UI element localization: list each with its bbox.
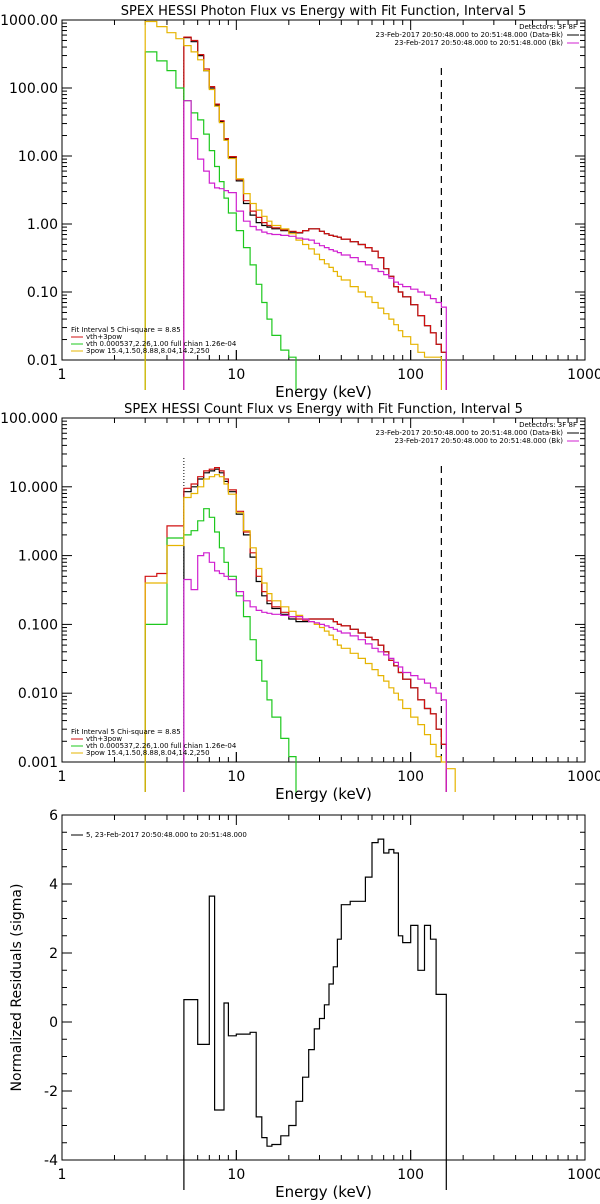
chart-2-x-tick-label: 1000 (567, 769, 600, 785)
chart-1-y-tick-label: 0.10 (27, 285, 58, 301)
chart-2-y-tick-label: 0.100 (18, 617, 58, 633)
chart-3-y-tick-label: 0 (49, 1015, 58, 1031)
chart-1-header-line1: 23-Feb-2017 20:50:48.000 to 20:51:48.000… (376, 31, 564, 39)
chart-2-y-tick-label: 0.001 (18, 755, 58, 771)
chart-1-legend-item: vth 0.000537,2.26,1.00 full chian 1.26e-… (86, 340, 237, 348)
chart-3-x-tick-label: 100 (397, 1167, 424, 1183)
chart-1-series-3pow (144, 20, 442, 390)
chart-2-legend-item: 3pow 15.4,1.50,8.88,8.04,14.2,250 (86, 749, 210, 757)
chart-1-x-tick-label: 10 (227, 367, 245, 383)
chart-1-x-tick-label: 1000 (567, 367, 600, 383)
chart-2-header-detectors: Detectors: 3F 8F (519, 421, 577, 429)
chart-1-y-tick-label: 100.00 (9, 81, 58, 97)
chart-1-frame (61, 19, 586, 361)
chart-2-x-tick-label: 1 (58, 769, 67, 785)
chart-2-x-axis-label: Energy (keV) (275, 785, 372, 803)
chart-1-x-tick-label: 100 (397, 367, 424, 383)
chart-2-series-vth-3pow (144, 467, 447, 792)
chart-1-legend-item: vth+3pow (86, 333, 122, 341)
chart-1-header-detectors: Detectors: 3F 8F (519, 23, 577, 31)
chart-2-series-vth (144, 508, 297, 792)
chart-3-y-axis-label: Normalized Residuals (sigma) (9, 884, 25, 1092)
chart-1-legend-item: 3pow 15.4,1.50,8.88,8.04,14.2,250 (86, 347, 210, 355)
chart-3-x-tick-label: 1 (58, 1167, 67, 1183)
chart-2-header-line2: 23-Feb-2017 20:50:48.000 to 20:51:48.000… (395, 437, 564, 445)
chart-1-y-tick-label: 1000.00 (0, 13, 58, 29)
chart-3-x-tick-label: 1000 (567, 1167, 600, 1183)
chart-3-x-tick-label: 10 (227, 1167, 245, 1183)
chart-1-series-background (183, 100, 447, 390)
chart-3-frame (61, 814, 586, 1161)
chart-1-y-tick-label: 0.01 (27, 353, 58, 369)
chart-2-x-tick-label: 100 (397, 769, 424, 785)
chart-3-y-tick-label: 4 (49, 877, 58, 893)
chart-2-y-tick-label: 1.000 (18, 549, 58, 565)
chart-3-y-tick-label: 6 (49, 808, 58, 824)
chart-3-y-tick-label: 2 (49, 946, 58, 962)
chart-1-x-tick-label: 1 (58, 367, 67, 383)
chart-1-legend-title: Fit Interval 5 Chi-square = 8.85 (71, 326, 181, 334)
chart-2-y-tick-label: 0.010 (18, 686, 58, 702)
chart-2-legend-title: Fit Interval 5 Chi-square = 8.85 (71, 728, 181, 736)
chart-3-x-axis-label: Energy (keV) (275, 1183, 372, 1200)
chart-2-frame (61, 417, 586, 763)
chart-1-x-axis-label: Energy (keV) (275, 383, 372, 401)
chart-1-title: SPEX HESSI Photon Flux vs Energy with Fi… (121, 4, 527, 19)
chart-2-y-tick-label: 10.000 (9, 480, 58, 496)
chart-3-y-tick-label: -4 (44, 1153, 58, 1169)
chart-2-title: SPEX HESSI Count Flux vs Energy with Fit… (124, 402, 523, 417)
chart-2-legend-item: vth+3pow (86, 735, 122, 743)
chart-1-header-line2: 23-Feb-2017 20:50:48.000 to 20:51:48.000… (395, 39, 564, 47)
chart-3-series-residuals (183, 838, 447, 1190)
chart-2-legend-item: vth 0.000537,2.26,1.00 full chian 1.26e-… (86, 742, 237, 750)
chart-2-header-line1: 23-Feb-2017 20:50:48.000 to 20:51:48.000… (376, 429, 564, 437)
chart-2-x-tick-label: 10 (227, 769, 245, 785)
chart-1-y-tick-label: 10.00 (18, 149, 58, 165)
chart-3-y-tick-label: -2 (44, 1084, 58, 1100)
chart-3-legend-item: 5, 23-Feb-2017 20:50:48.000 to 20:51:48.… (86, 831, 247, 839)
chart-2-series-background (183, 552, 447, 792)
chart-1-y-tick-label: 1.00 (27, 217, 58, 233)
chart-2-y-tick-label: 100.000 (0, 411, 58, 427)
